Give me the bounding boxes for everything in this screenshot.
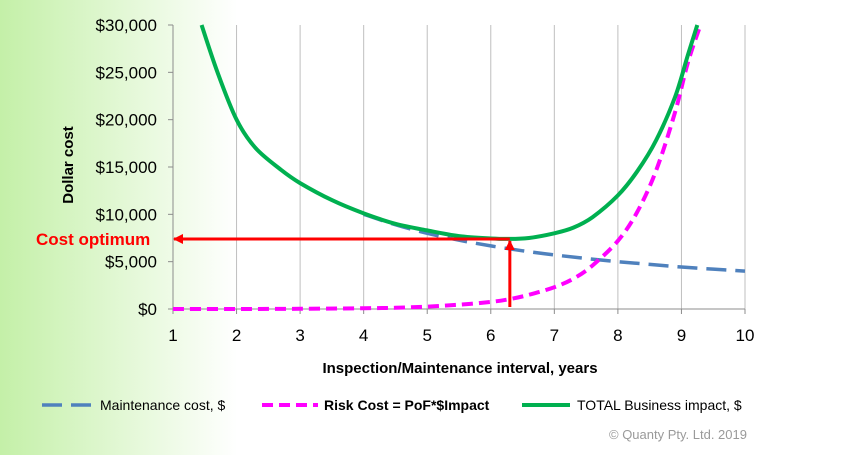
x-tick-label: 2 [232,326,241,345]
legend: Maintenance cost, $ Risk Cost = PoF*$Impa… [42,397,742,413]
x-tick-label: 6 [486,326,495,345]
x-tick-label: 5 [422,326,431,345]
legend-label-3: TOTAL Business impact, $ [577,397,742,413]
x-tick-label: 3 [295,326,304,345]
series-line-1 [363,212,746,273]
x-tick-label: 4 [359,326,368,345]
x-tick-labels: 1 2 3 4 5 6 7 8 9 10 [168,309,754,345]
y-tick-label: $15,000 [96,158,157,177]
annotation-group: Cost optimum [36,230,515,307]
y-tick-label: $25,000 [96,63,157,82]
legend-label-1: Maintenance cost, $ [100,397,226,413]
y-tick-labels: $0 $5,000 $10,000 $15,000 $20,000 $25,000 $30,… [96,16,173,319]
x-tick-label: 1 [168,326,177,345]
cost-optimum-label: Cost optimum [36,230,150,249]
y-tick-label: $20,000 [96,111,157,130]
legend-label-2: Risk Cost = PoF*$Impact [324,397,490,413]
x-tick-label: 10 [736,326,755,345]
x-tick-label: 8 [613,326,622,345]
y-axis-label: Dollar cost [60,126,77,204]
y-tick-label: $0 [138,300,157,319]
x-axis-label: Inspection/Maintenance interval, years [322,360,597,377]
x-tick-label: 9 [677,326,686,345]
copyright-notice: © Quanty Pty. Ltd. 2019 [609,427,747,442]
y-tick-label: $5,000 [105,253,157,272]
x-tick-label: 7 [550,326,559,345]
y-tick-label: $30,000 [96,16,157,35]
y-tick-label: $10,000 [96,205,157,224]
series-line-2 [173,24,703,311]
